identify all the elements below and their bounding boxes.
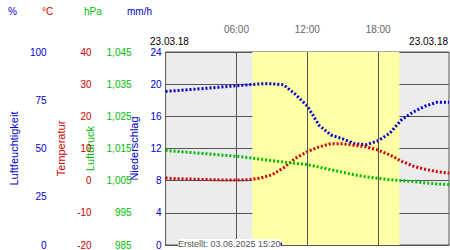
svg-text:30: 30 xyxy=(80,79,92,90)
svg-text:995: 995 xyxy=(115,207,132,218)
svg-text:1,005: 1,005 xyxy=(107,175,132,186)
svg-text:100: 100 xyxy=(30,47,47,58)
svg-text:985: 985 xyxy=(115,240,132,250)
svg-text:mm/h: mm/h xyxy=(127,6,152,17)
svg-text:1,015: 1,015 xyxy=(107,143,132,154)
svg-text:hPa: hPa xyxy=(84,6,102,17)
svg-text:50: 50 xyxy=(35,143,47,154)
svg-text:1,045: 1,045 xyxy=(107,47,132,58)
svg-text:10: 10 xyxy=(80,143,92,154)
svg-text:0: 0 xyxy=(86,175,92,186)
svg-text:40: 40 xyxy=(80,47,92,58)
svg-text:°C: °C xyxy=(42,6,53,17)
svg-text:%: % xyxy=(8,6,17,17)
svg-text:20: 20 xyxy=(80,111,92,122)
svg-text:Niederschlag: Niederschlag xyxy=(128,116,141,181)
svg-text:1,025: 1,025 xyxy=(107,111,132,122)
svg-text:25: 25 xyxy=(35,191,47,202)
svg-text:Temperatur: Temperatur xyxy=(55,120,67,176)
svg-text:75: 75 xyxy=(35,95,47,106)
svg-text:-20: -20 xyxy=(77,240,92,250)
svg-text:1,035: 1,035 xyxy=(107,79,132,90)
svg-text:23.03.18: 23.03.18 xyxy=(409,36,448,47)
svg-text:18:00: 18:00 xyxy=(366,24,391,35)
svg-text:-10: -10 xyxy=(77,207,92,218)
svg-text:0: 0 xyxy=(41,240,47,250)
svg-text:Erstellt: 03.06.2025 15:20: Erstellt: 03.06.2025 15:20 xyxy=(178,239,281,249)
svg-text:8: 8 xyxy=(156,175,162,186)
svg-text:06:00: 06:00 xyxy=(224,24,249,35)
svg-text:0: 0 xyxy=(156,240,162,250)
svg-text:20: 20 xyxy=(150,79,162,90)
svg-text:4: 4 xyxy=(156,207,162,218)
svg-text:24: 24 xyxy=(150,47,162,58)
svg-text:Luftfeuchtigkeit: Luftfeuchtigkeit xyxy=(8,112,20,186)
svg-text:23.03.18: 23.03.18 xyxy=(150,36,189,47)
svg-text:16: 16 xyxy=(150,111,162,122)
svg-text:Luftdruck: Luftdruck xyxy=(84,125,97,172)
svg-text:12:00: 12:00 xyxy=(295,24,320,35)
svg-text:12: 12 xyxy=(150,143,162,154)
